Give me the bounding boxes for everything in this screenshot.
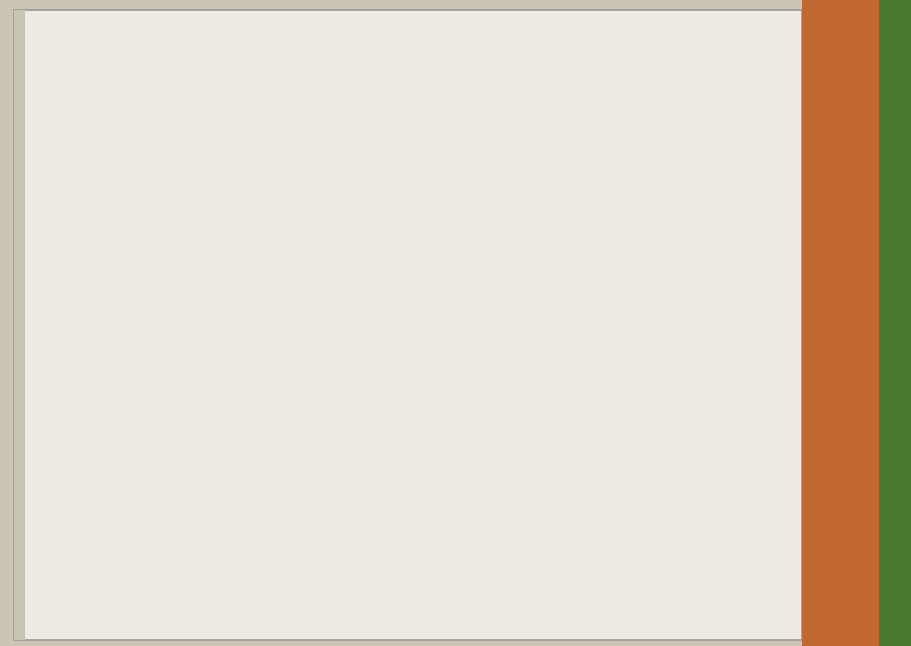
Text: Velasco. Monica Love V.: Velasco. Monica Love V. [97,94,254,107]
Text: J: J [640,191,644,202]
Text: Score:: Score: [471,79,507,92]
Text: b.  m$\angle$NSI =: b. m$\angle$NSI = [65,224,139,238]
Text: 10-Tquisay.: 10-Tquisay. [103,113,178,126]
Text: Quarter 2 – Central Angles & Arc Addition Postulate: Quarter 2 – Central Angles & Arc Additio… [214,50,601,63]
Text: I: I [750,275,753,284]
Text: f.   m$\widehat{NIO}$ =: f. m$\widehat{NIO}$ = [65,414,131,432]
Text: MATHEMATICS 10: MATHEMATICS 10 [339,31,476,45]
Text: 4.  If m$\angle$JSO = 67, find:: 4. If m$\angle$JSO = 67, find: [37,313,176,330]
Text: c.  m$\widehat{NI}$ =: c. m$\widehat{NI}$ = [65,364,120,380]
Text: 1.  Which central angles are congruent? Why?: 1. Which central angles are congruent? W… [37,156,310,169]
Text: a.  m$\angle$ISO =: a. m$\angle$ISO = [65,211,139,224]
Text: S: S [673,253,680,264]
Text: O: O [750,226,759,236]
Text: b.  m$\widehat{JN}$ =: b. m$\widehat{JN}$ = [65,346,121,364]
Text: d.  m$\widehat{IO}$ =: d. m$\widehat{IO}$ = [65,380,122,397]
Text: In the figure, $\overline{JI}$ and $\overline{ON}$ are diameters of $\odot$ S. U: In the figure, $\overline{JI}$ and $\ove… [37,135,676,154]
Text: a.  m$\widehat{JO}$ =: a. m$\widehat{JO}$ = [65,328,122,348]
Text: N: N [593,286,602,295]
Text: Section:: Section: [37,115,92,128]
Text: Name:: Name: [37,96,80,109]
Text: 2.  If m$\angle$JSN = 113°, find:: 2. If m$\angle$JSN = 113°, find: [37,194,189,211]
Text: 113.: 113. [166,209,195,222]
Text: 3.  Which minor arcs are congruent? Explain your answer.: 3. Which minor arcs are congruent? Expla… [37,258,379,271]
Text: c.  m$\angle$JSO =: c. m$\angle$JSO = [65,237,139,253]
Text: e.  m$\widehat{NJO}$ =: e. m$\widehat{NJO}$ = [65,396,130,416]
